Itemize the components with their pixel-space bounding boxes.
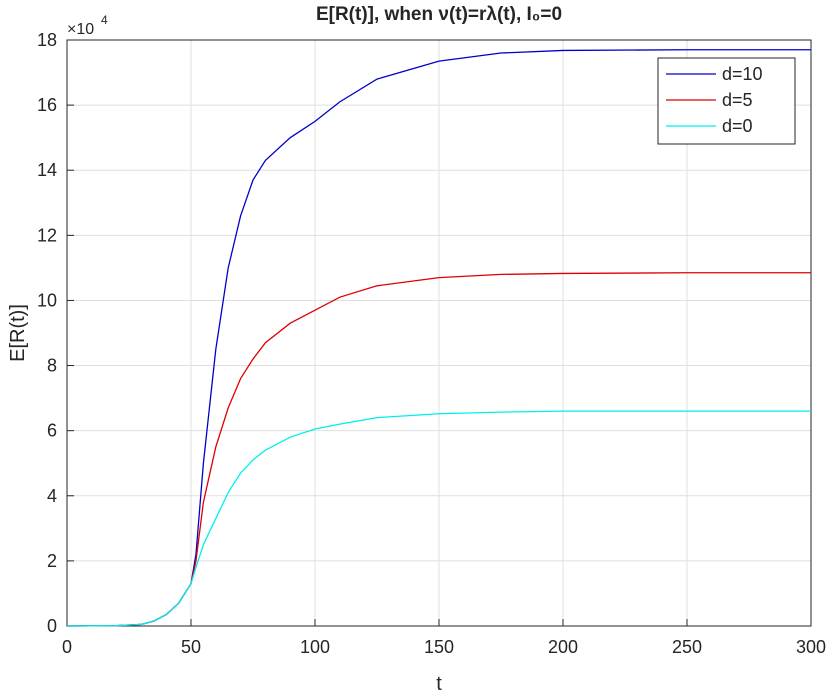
line-series <box>66 410 811 627</box>
y-tick-label: 4 <box>47 486 57 506</box>
x-tick-label: 0 <box>62 637 72 657</box>
x-tick-label: 150 <box>424 637 454 657</box>
plot-frame <box>66 39 812 627</box>
x-tick-label: 250 <box>672 637 702 657</box>
y-tick-label: 2 <box>47 551 57 571</box>
legend-label: d=0 <box>722 116 753 136</box>
chart-title: E[R(t)], when ν(t)=rλ(t), I₀=0 <box>316 4 562 25</box>
legend-box <box>657 57 796 145</box>
y-tick-label: 12 <box>37 225 57 245</box>
y-tick-label: 0 <box>47 616 57 636</box>
y-scale-exponent: 4 <box>101 13 108 27</box>
y-tick-label: 6 <box>47 421 57 441</box>
x-tick-label: 50 <box>181 637 201 657</box>
x-tick-label: 300 <box>796 637 826 657</box>
y-tick-label: 14 <box>37 160 57 180</box>
legend-label: d=5 <box>722 90 753 110</box>
x-tick-label: 200 <box>548 637 578 657</box>
legend-label: d=10 <box>722 64 763 84</box>
y-tick-label: 16 <box>37 95 57 115</box>
y-tick-label: 8 <box>47 356 57 376</box>
y-tick-label: 18 <box>37 30 57 50</box>
x-axis-label: t <box>436 673 442 693</box>
x-tick-label: 100 <box>300 637 330 657</box>
y-scale-label: ×10 <box>67 21 94 38</box>
y-axis-label: E[R(t)] <box>7 304 29 362</box>
y-tick-label: 10 <box>37 290 57 310</box>
